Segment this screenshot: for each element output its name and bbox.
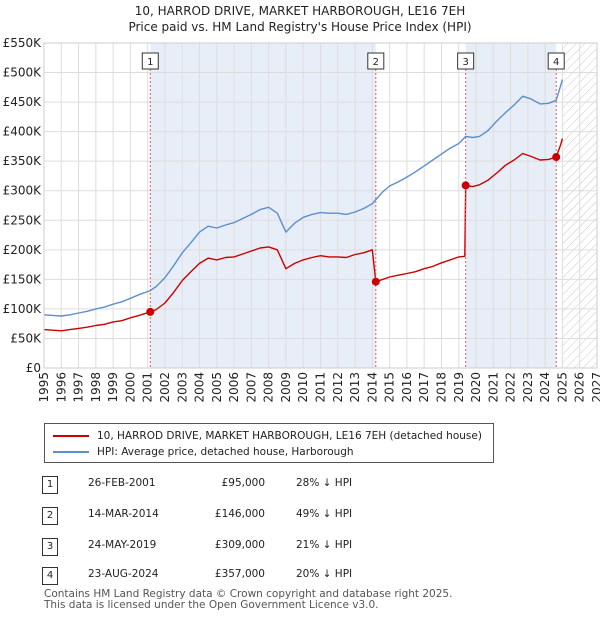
footer: Contains HM Land Registry data © Crown c… [44, 589, 452, 611]
y-tick-label: £250K [3, 213, 43, 227]
transaction-date: 24-MAY-2019 [88, 539, 157, 551]
sale-label-box [367, 52, 385, 70]
y-tick-label: £100K [3, 302, 43, 316]
transaction-row-2: 2 14-MAR-2014 £146,000 49% ↓ HPI [0, 506, 600, 526]
y-tick-label: £450K [3, 95, 43, 109]
transaction-price: £95,000 [221, 477, 265, 489]
x-tick-label: 1996 [54, 372, 68, 403]
transaction-date: 14-MAR-2014 [88, 508, 159, 520]
y-tick-label: £350K [3, 154, 43, 168]
x-tick-label: 2002 [158, 372, 172, 403]
x-tick-label: 2003 [175, 372, 189, 403]
x-tick-label: 2010 [296, 372, 310, 403]
transaction-row-1: 1 26-FEB-2001 £95,000 28% ↓ HPI [0, 475, 600, 495]
x-tick-label: 2014 [365, 372, 379, 403]
ownership-span-1 [150, 43, 376, 368]
sale-label-number: 3 [462, 57, 468, 68]
transaction-date: 26-FEB-2001 [88, 477, 156, 489]
y-tick-label: £500K [3, 66, 43, 80]
transaction-number: 1 [42, 476, 58, 494]
x-tick-label: 2027 [590, 372, 600, 403]
x-tick-label: 2005 [210, 372, 224, 403]
x-tick-label: 2007 [244, 372, 258, 403]
x-tick-label: 2026 [573, 372, 587, 403]
x-tick-label: 2013 [348, 372, 362, 403]
x-tick-label: 2024 [538, 372, 552, 403]
footer-licence: This data is licensed under the Open Gov… [44, 599, 379, 611]
series-line-property [43, 138, 564, 332]
sale-label-box [457, 52, 475, 70]
sale-label-number: 2 [373, 57, 379, 68]
transaction-number: 2 [42, 507, 58, 525]
x-tick-label: 2012 [331, 372, 345, 403]
y-tick-label: £550K [3, 36, 43, 50]
footer-copyright: Contains HM Land Registry data © Crown c… [44, 588, 453, 600]
y-tick-label: £300K [3, 184, 43, 198]
legend-label-hpi: HPI: Average price, detached house, Harb… [97, 446, 354, 458]
chart-title: 10, HARROD DRIVE, MARKET HARBOROUGH, LE1… [135, 4, 466, 18]
x-tick-label: 2016 [400, 372, 414, 403]
sale-label-box [141, 52, 159, 70]
x-tick-label: 2006 [227, 372, 241, 403]
series-line-hpi [43, 79, 564, 317]
y-tick-label: £400K [3, 125, 43, 139]
legend-item-hpi: HPI: Average price, detached house, Harb… [53, 444, 354, 460]
x-tick-label: 2025 [555, 372, 569, 403]
transaction-hpi-diff: 49% ↓ HPI [296, 508, 353, 520]
price-chart: 10, HARROD DRIVE, MARKET HARBOROUGH, LE1… [3, 4, 600, 403]
x-tick-label: 2021 [486, 372, 500, 403]
x-tick-label: 2004 [193, 372, 207, 403]
transaction-hpi-diff: 20% ↓ HPI [296, 568, 353, 580]
sale-point [146, 307, 155, 316]
x-tick-label: 2001 [141, 372, 155, 403]
sale-label-box [547, 52, 565, 70]
transaction-price: £309,000 [214, 539, 265, 551]
x-tick-label: 2022 [504, 372, 518, 403]
transaction-hpi-diff: 21% ↓ HPI [296, 539, 353, 551]
transaction-date: 23-AUG-2024 [88, 568, 159, 580]
transaction-number: 3 [42, 538, 58, 556]
x-tick-label: 2018 [434, 372, 448, 403]
legend-swatch-hpi [53, 451, 89, 453]
legend-label-property: 10, HARROD DRIVE, MARKET HARBOROUGH, LE1… [97, 430, 482, 442]
y-tick-label: £200K [3, 243, 43, 257]
x-tick-label: 2017 [417, 372, 431, 403]
y-tick-label: £150K [3, 272, 43, 286]
sale-point [461, 181, 470, 190]
sale-point [371, 277, 380, 286]
transaction-hpi-diff: 28% ↓ HPI [296, 477, 353, 489]
plot-frame [43, 42, 598, 369]
sale-point [552, 153, 561, 162]
transaction-row-3: 3 24-MAY-2019 £309,000 21% ↓ HPI [0, 537, 600, 557]
x-tick-label: 2008 [262, 372, 276, 403]
transaction-price: £146,000 [214, 508, 265, 520]
transaction-price: £357,000 [214, 568, 265, 580]
x-tick-label: 2009 [279, 372, 293, 403]
x-tick-label: 2011 [314, 372, 328, 403]
x-tick-label: 2019 [452, 372, 466, 403]
x-tick-label: 1995 [37, 372, 51, 403]
legend-item-property: 10, HARROD DRIVE, MARKET HARBOROUGH, LE1… [53, 428, 482, 444]
transaction-row-4: 4 23-AUG-2024 £357,000 20% ↓ HPI [0, 566, 600, 586]
x-tick-label: 2000 [123, 372, 137, 403]
y-tick-label: £0 [26, 361, 41, 375]
x-tick-label: 1998 [89, 372, 103, 403]
x-tick-label: 2020 [469, 372, 483, 403]
sale-label-number: 1 [147, 57, 153, 68]
x-tick-label: 1999 [106, 372, 120, 403]
y-tick-label: £50K [10, 331, 42, 345]
transaction-number: 4 [42, 567, 58, 585]
legend-swatch-property [53, 435, 89, 437]
x-tick-label: 2015 [383, 372, 397, 403]
x-tick-label: 1997 [72, 372, 86, 403]
x-tick-label: 2023 [521, 372, 535, 403]
legend: 10, HARROD DRIVE, MARKET HARBOROUGH, LE1… [44, 423, 494, 463]
sale-label-number: 4 [553, 57, 559, 68]
chart-subtitle: Price paid vs. HM Land Registry's House … [128, 20, 471, 34]
